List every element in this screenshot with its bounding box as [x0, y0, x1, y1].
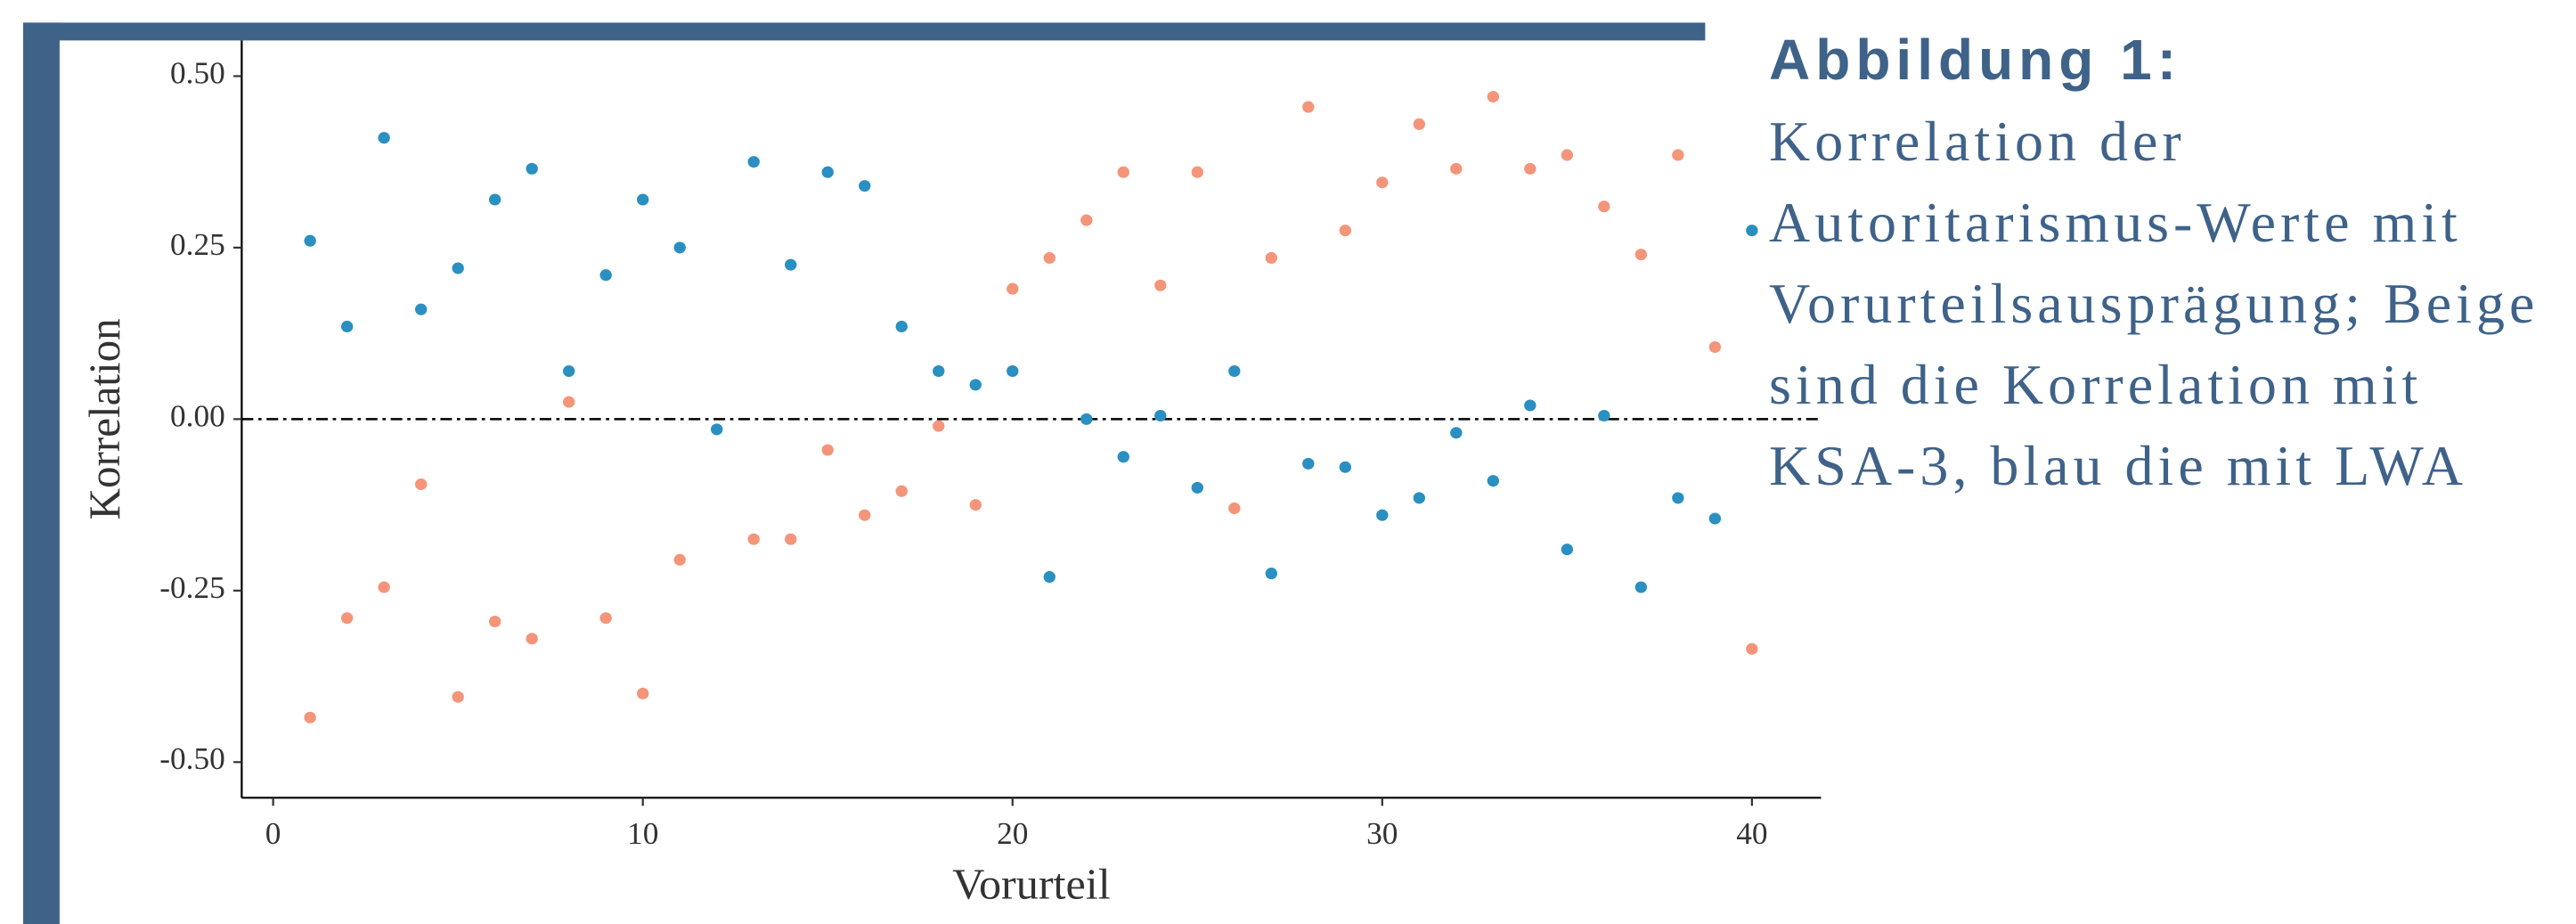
point: [1708, 512, 1722, 525]
point: [1339, 225, 1351, 237]
y-axis-title: Korrelation: [80, 318, 130, 519]
point: [1598, 200, 1610, 213]
point: [304, 234, 316, 247]
point: [1487, 475, 1500, 487]
point: [1007, 282, 1019, 295]
point: [488, 615, 501, 628]
point: [1265, 568, 1277, 580]
x-tick-label: 10: [627, 816, 658, 851]
point: [1007, 364, 1019, 378]
point: [340, 612, 354, 625]
point: [1043, 251, 1056, 264]
point: [637, 687, 649, 699]
y-tick-label: 0.00: [170, 399, 225, 434]
point: [1634, 249, 1648, 261]
point: [1080, 214, 1093, 226]
point: [895, 320, 908, 332]
point: [1561, 544, 1574, 556]
point: [1043, 570, 1056, 583]
point: [1487, 90, 1500, 103]
point: [969, 499, 982, 511]
point: [673, 241, 686, 254]
point: [562, 364, 575, 378]
point: [969, 379, 982, 391]
point: [785, 258, 797, 271]
point: [1450, 427, 1463, 439]
point: [599, 612, 612, 625]
point: [673, 553, 686, 566]
point: [1561, 149, 1574, 161]
point: [1634, 581, 1648, 593]
point: [1413, 492, 1425, 504]
point: [414, 303, 428, 315]
y-tick-label: -0.25: [159, 570, 225, 605]
point: [378, 132, 390, 144]
point: [747, 533, 760, 545]
point: [1154, 409, 1167, 422]
x-tick-label: 40: [1736, 816, 1767, 851]
point: [1302, 101, 1315, 113]
caption-heading: Abbildung 1:: [1769, 28, 2182, 92]
point: [859, 509, 871, 521]
point: [1413, 118, 1425, 130]
point: [747, 156, 760, 168]
point: [488, 193, 501, 206]
x-tick-label: 20: [997, 816, 1028, 851]
x-axis-title: Vorurteil: [952, 860, 1110, 908]
point: [1339, 461, 1351, 473]
frame-top: [23, 22, 1706, 41]
point: [1191, 481, 1203, 494]
point: [1302, 457, 1315, 470]
x-tick-label: 0: [265, 816, 281, 851]
point: [526, 633, 538, 645]
point: [1672, 492, 1684, 504]
point: [821, 444, 834, 456]
caption: Abbildung 1: Korrelation der Autoritaris…: [1769, 20, 2553, 506]
point: [1598, 409, 1610, 422]
point: [1450, 162, 1463, 175]
point: [599, 269, 612, 282]
point: [1524, 399, 1537, 412]
point: [785, 533, 797, 545]
y-tick-label: 0.50: [170, 56, 225, 91]
point: [1117, 166, 1129, 178]
point: [378, 581, 390, 593]
point: [414, 478, 428, 491]
point: [1191, 166, 1203, 178]
point: [1228, 364, 1241, 378]
point: [1376, 509, 1389, 521]
caption-text: Korrelation der Autoritarismus-Werte mit…: [1769, 110, 2539, 497]
x-tick-label: 30: [1366, 816, 1398, 851]
point: [304, 711, 316, 724]
point: [1746, 225, 1758, 237]
point: [711, 423, 723, 436]
point: [1746, 642, 1758, 655]
point: [821, 166, 834, 178]
point: [1672, 149, 1684, 161]
point: [1708, 340, 1722, 354]
point: [637, 193, 649, 206]
point: [452, 262, 464, 274]
point: [933, 420, 945, 432]
point: [895, 485, 908, 497]
point: [452, 691, 464, 703]
point: [340, 320, 354, 332]
point: [1265, 251, 1277, 264]
point: [562, 396, 575, 408]
point: [859, 180, 871, 192]
y-tick-label: -0.50: [159, 742, 225, 777]
point: [1376, 176, 1389, 189]
point: [1117, 451, 1129, 463]
y-tick-label: 0.25: [170, 227, 225, 262]
frame-left: [23, 22, 60, 924]
point: [1154, 279, 1167, 291]
point: [526, 162, 538, 175]
point: [1080, 413, 1093, 425]
point: [1524, 162, 1537, 175]
point: [933, 364, 945, 378]
point: [1228, 502, 1241, 514]
